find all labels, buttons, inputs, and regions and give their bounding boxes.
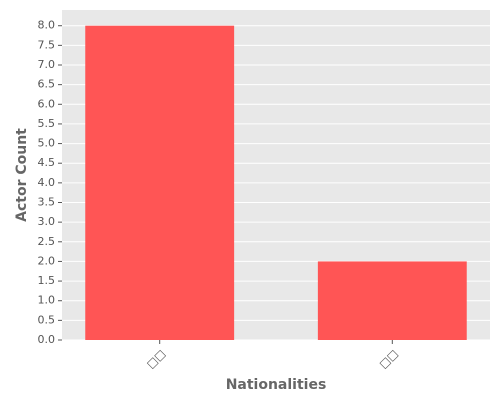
y-tick-label: 4.0 — [38, 176, 56, 189]
bar — [317, 261, 467, 340]
x-axis-title: Nationalities — [226, 377, 327, 393]
y-tick-label: 1.0 — [38, 294, 56, 307]
y-tick-label: 6.0 — [38, 97, 56, 110]
y-tick-label: 5.0 — [38, 137, 56, 150]
y-tick-label: 7.0 — [38, 58, 56, 71]
x-tick-label: □□ — [144, 347, 168, 371]
y-tick-label: 0.0 — [38, 333, 56, 346]
y-tick-label: 7.5 — [38, 38, 56, 51]
x-tick-label: □□ — [377, 347, 401, 371]
y-tick-label: 5.5 — [38, 117, 56, 130]
y-tick-label: 6.5 — [38, 78, 56, 91]
y-tick-label: 0.5 — [38, 313, 56, 326]
y-tick-label: 3.0 — [38, 215, 56, 228]
y-tick-label: 2.5 — [38, 235, 56, 248]
y-tick-label: 4.5 — [38, 156, 56, 169]
y-axis-title: Actor Count — [14, 128, 30, 222]
y-tick-label: 1.5 — [38, 274, 56, 287]
bar — [85, 25, 235, 340]
y-tick-label: 2.0 — [38, 254, 56, 267]
y-tick-label: 8.0 — [38, 19, 56, 32]
y-tick-label: 3.5 — [38, 196, 56, 209]
